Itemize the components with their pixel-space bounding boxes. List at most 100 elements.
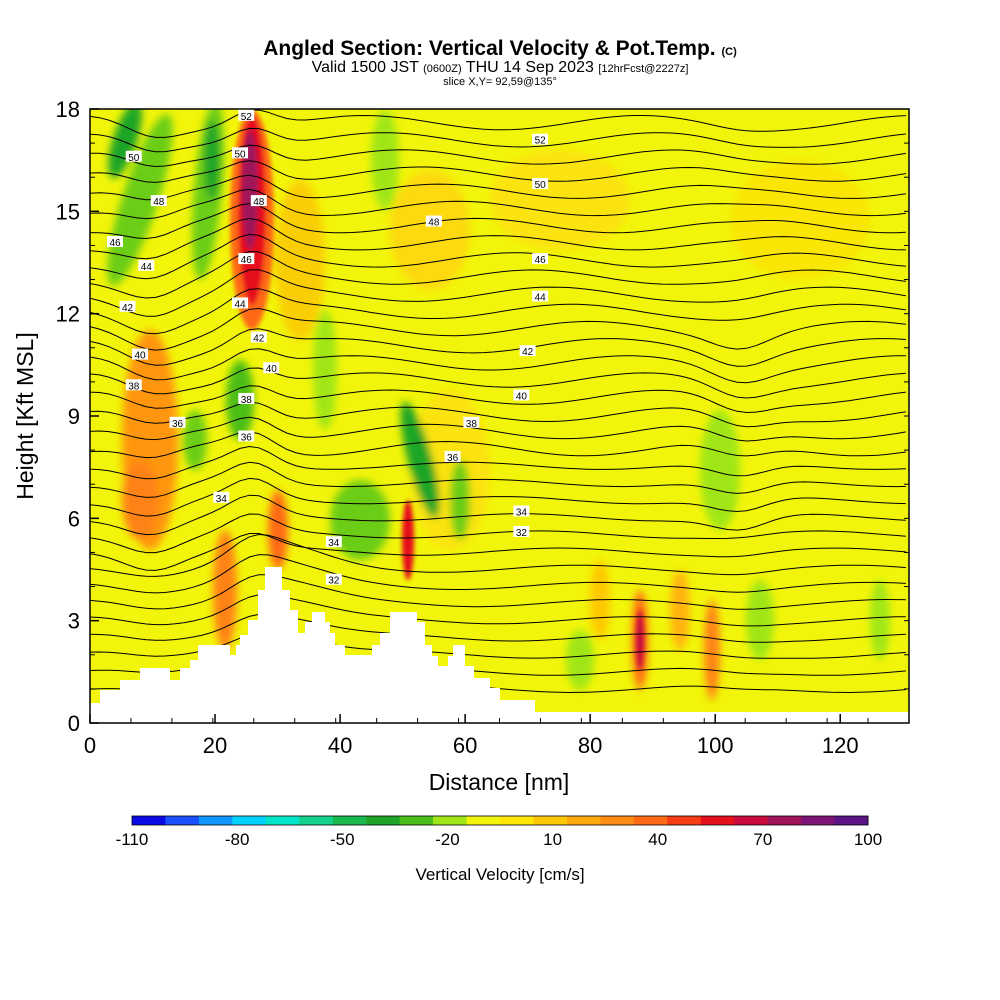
theta-label-box bbox=[532, 133, 549, 145]
theta-label-box bbox=[213, 491, 230, 503]
velocity-cell bbox=[275, 180, 325, 340]
theta-isoline bbox=[90, 109, 906, 138]
velocity-cell bbox=[402, 500, 414, 580]
theta-isoline bbox=[90, 160, 906, 183]
colorbar-tick-label: 40 bbox=[648, 830, 667, 849]
theta-label-box bbox=[238, 392, 255, 404]
theta-label: 44 bbox=[141, 262, 153, 273]
theta-label: 32 bbox=[516, 528, 528, 539]
theta-label: 40 bbox=[134, 351, 146, 362]
velocity-cell bbox=[870, 580, 890, 660]
velocity-cell bbox=[183, 410, 207, 470]
theta-label: 48 bbox=[428, 218, 440, 229]
colorbar-swatch bbox=[533, 816, 568, 825]
velocity-cell bbox=[670, 570, 690, 650]
theta-isoline bbox=[90, 533, 906, 571]
y-tick-label: 18 bbox=[56, 97, 80, 122]
theta-label-box bbox=[238, 109, 255, 121]
colorbar-tick-label: 100 bbox=[854, 830, 882, 849]
x-tick-label: 40 bbox=[328, 733, 352, 758]
theta-label: 46 bbox=[535, 255, 547, 266]
theta-label-box bbox=[107, 236, 124, 248]
velocity-cell bbox=[746, 580, 774, 660]
theta-isoline bbox=[90, 269, 906, 317]
theta-isoline bbox=[90, 494, 906, 536]
theta-isoline bbox=[90, 533, 906, 577]
theta-isoline bbox=[90, 461, 906, 498]
theta-label-box bbox=[519, 345, 536, 357]
theta-label-box bbox=[169, 416, 186, 428]
theta-label: 38 bbox=[241, 395, 253, 406]
colorbar: -110 -80 -50 -20 10 40 70 100 bbox=[116, 815, 882, 849]
colorbar-tick-label: -80 bbox=[225, 830, 250, 849]
theta-label: 36 bbox=[447, 453, 459, 464]
theta-isoline bbox=[90, 632, 906, 659]
x-tick-label: 100 bbox=[697, 733, 734, 758]
theta-isoline bbox=[90, 127, 906, 153]
theta-isoline bbox=[90, 613, 906, 643]
theta-label: 42 bbox=[122, 303, 134, 314]
theta-label-box bbox=[513, 525, 530, 537]
colorbar-swatch bbox=[500, 816, 534, 825]
theta-label-box bbox=[444, 450, 461, 462]
theta-label-box bbox=[513, 389, 530, 401]
theta-label: 42 bbox=[522, 347, 534, 358]
velocity-cell bbox=[730, 160, 870, 280]
theta-label: 40 bbox=[516, 392, 528, 403]
x-tick-label: 60 bbox=[453, 733, 477, 758]
velocity-cell bbox=[313, 310, 337, 430]
theta-label: 34 bbox=[516, 508, 528, 519]
x-tick-label: 20 bbox=[203, 733, 227, 758]
theta-label-box bbox=[125, 150, 142, 162]
colorbar-swatch bbox=[667, 816, 702, 825]
theta-isoline bbox=[90, 416, 906, 442]
colorbar-swatch bbox=[734, 816, 769, 825]
y-axis-label: Height [Kft MSL] bbox=[12, 332, 38, 499]
theta-label-box bbox=[250, 331, 267, 343]
y-tick-label: 3 bbox=[68, 609, 80, 634]
colorbar-swatch bbox=[132, 816, 166, 825]
theta-label-box bbox=[425, 215, 442, 227]
theta-label-box bbox=[325, 573, 342, 585]
theta-isoline bbox=[90, 385, 906, 414]
theta-label: 40 bbox=[266, 364, 278, 375]
velocity-cell bbox=[566, 630, 594, 690]
theta-labels: 52 52 50 50 50 48 48 48 46 46 46 44 44 44 42 42 42 40 40 40… bbox=[107, 109, 549, 587]
theta-label: 50 bbox=[128, 153, 140, 164]
theta-label: 46 bbox=[109, 238, 121, 249]
theta-label: 36 bbox=[241, 432, 253, 443]
chart-title-main: Angled Section: Vertical Velocity & Pot.… bbox=[263, 37, 716, 60]
theta-isoline bbox=[90, 445, 906, 480]
colorbar-label: Vertical Velocity [cm/s] bbox=[415, 865, 584, 884]
theta-label-box bbox=[232, 147, 249, 159]
colorbar-tick-label: -110 bbox=[116, 830, 149, 849]
theta-label: 44 bbox=[234, 299, 246, 310]
colorbar-swatch bbox=[834, 816, 869, 825]
theta-label: 34 bbox=[216, 494, 228, 505]
theta-label: 52 bbox=[241, 112, 253, 123]
y-tick-label: 12 bbox=[56, 302, 80, 327]
velocity-cell bbox=[704, 600, 720, 700]
theta-label: 38 bbox=[466, 419, 478, 430]
x-tick-label: 120 bbox=[822, 733, 859, 758]
velocity-cell bbox=[700, 410, 740, 530]
colorbar-swatch bbox=[399, 816, 434, 825]
plot-area bbox=[90, 109, 909, 723]
theta-isoline bbox=[90, 217, 906, 260]
theta-isoline bbox=[90, 513, 906, 554]
theta-label-box bbox=[132, 348, 149, 360]
theta-isoline bbox=[90, 594, 906, 627]
colorbar-swatch bbox=[198, 816, 233, 825]
theta-isoline bbox=[90, 328, 906, 367]
theta-label: 32 bbox=[328, 576, 340, 587]
velocity-cell bbox=[371, 110, 399, 210]
colorbar-tick-label: 10 bbox=[543, 830, 562, 849]
theta-isoline bbox=[90, 574, 906, 610]
velocity-cell bbox=[213, 530, 237, 650]
slice-info: slice X,Y= 92,59@135° bbox=[443, 76, 557, 88]
theta-label: 48 bbox=[153, 197, 165, 208]
velocity-cell bbox=[204, 120, 220, 200]
velocity-cell bbox=[450, 460, 470, 540]
terrain-mask bbox=[90, 567, 909, 723]
